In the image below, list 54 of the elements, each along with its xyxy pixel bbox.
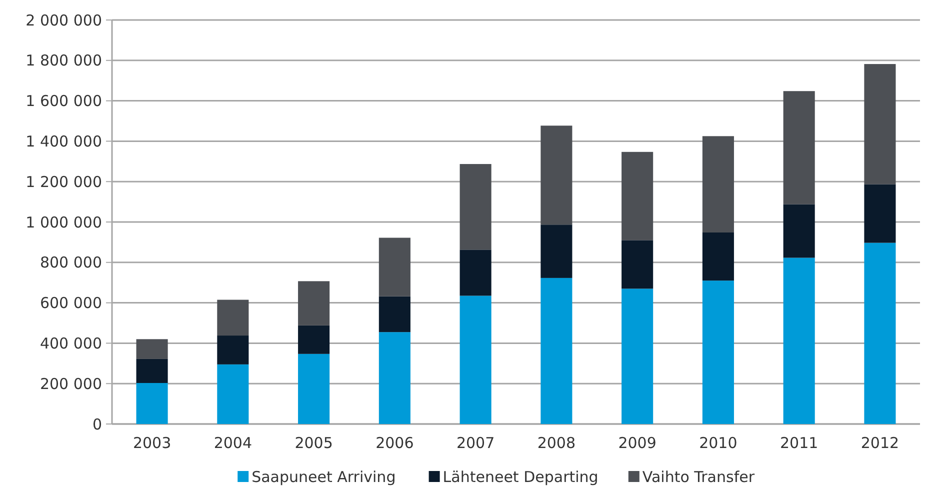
bar	[783, 258, 815, 424]
y-tick-label: 2 000 000	[26, 11, 102, 30]
y-tick-label: 1 600 000	[26, 92, 102, 110]
bar	[460, 164, 492, 250]
y-tick-label: 1 000 000	[26, 213, 102, 232]
bar	[540, 126, 572, 225]
bar	[217, 336, 249, 364]
bar	[702, 136, 734, 233]
bar	[136, 358, 168, 383]
x-tick-label: 2008	[537, 434, 576, 452]
x-tick-label: 2003	[132, 434, 172, 452]
x-tick-label: 2011	[780, 434, 818, 452]
bar	[702, 232, 734, 281]
x-tick-label: 2009	[618, 434, 656, 452]
legend-label: Vaihto Transfer	[642, 468, 756, 486]
bar	[622, 240, 654, 289]
x-tick-label: 2006	[376, 434, 414, 452]
y-tick-label: 600 000	[40, 294, 102, 312]
bar	[540, 224, 572, 278]
bar	[622, 152, 654, 240]
bar	[378, 238, 410, 296]
y-tick-label: 1 800 000	[26, 52, 102, 70]
x-tick-label: 2004	[214, 434, 252, 452]
bar	[460, 250, 492, 296]
x-tick-label: 2010	[699, 434, 738, 452]
x-tick-label: 2005	[294, 434, 333, 452]
y-tick-label: 800 000	[40, 254, 102, 272]
bar	[217, 364, 249, 424]
bar	[298, 281, 330, 326]
bar	[864, 64, 896, 184]
bar	[378, 296, 410, 332]
bar	[864, 184, 896, 243]
bar	[298, 325, 330, 354]
bar	[217, 300, 249, 336]
bar	[702, 280, 734, 424]
x-tick-label: 2007	[456, 434, 495, 452]
bar	[622, 288, 654, 424]
x-tick-label: 2012	[860, 434, 900, 452]
y-tick-label: 400 000	[40, 334, 102, 352]
bar	[378, 332, 410, 424]
bar	[783, 91, 815, 204]
bar	[864, 242, 896, 424]
y-tick-label: 200 000	[40, 374, 102, 393]
legend-label: Saapuneet Arriving	[252, 468, 396, 486]
y-tick-label: 1 400 000	[26, 132, 102, 150]
bar	[136, 339, 168, 359]
y-tick-label: 1 200 000	[26, 172, 102, 191]
bar	[540, 278, 572, 424]
bar	[136, 382, 168, 424]
bar	[298, 354, 330, 424]
y-tick-label: 0	[92, 415, 102, 434]
legend-label: Lähteneet Departing	[442, 468, 598, 486]
bar	[783, 204, 815, 258]
bar	[460, 296, 492, 424]
